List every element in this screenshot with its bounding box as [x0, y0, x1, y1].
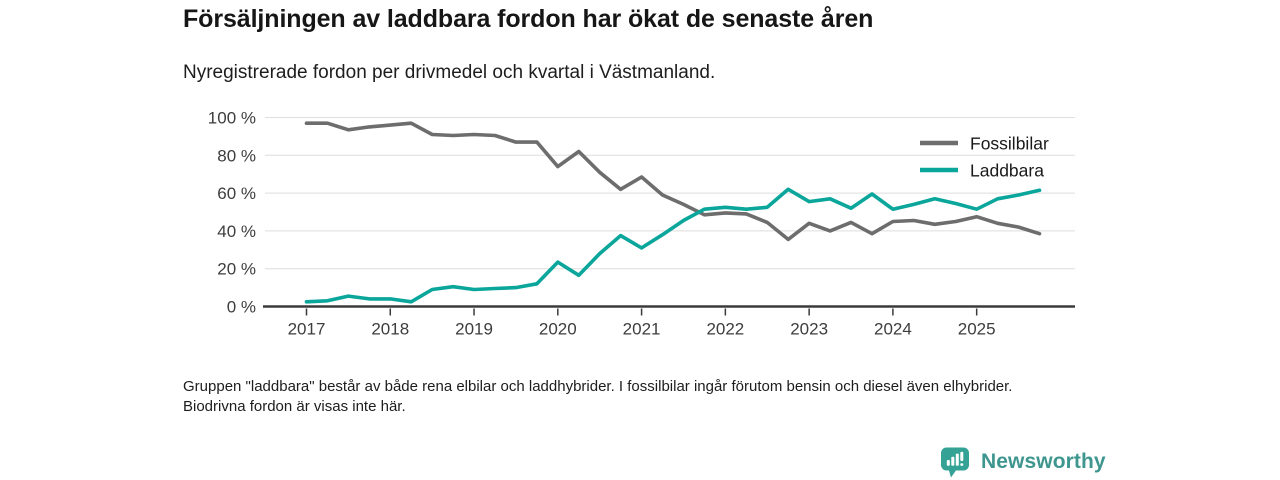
newsworthy-wordmark: Newsworthy [981, 450, 1106, 473]
x-axis-label: 2019 [455, 320, 493, 339]
x-axis-label: 2024 [874, 320, 912, 339]
x-axis-label: 2017 [288, 320, 326, 339]
legend-label-fossilbilar: Fossilbilar [970, 134, 1049, 154]
newsworthy-bar-chart-icon [941, 447, 969, 478]
y-axis-label: 40 % [217, 222, 256, 241]
x-axis-label: 2021 [623, 320, 661, 339]
y-axis-label: 80 % [217, 146, 256, 165]
x-axis-label: 2018 [371, 320, 409, 339]
x-axis-label: 2023 [790, 320, 828, 339]
x-axis-label: 2022 [706, 320, 744, 339]
y-axis-label: 20 % [217, 260, 256, 279]
chart-subtitle: Nyregistrerade fordon per drivmedel och … [183, 62, 716, 83]
y-axis-label: 100 % [208, 109, 256, 128]
series-line-fossilbilar [304, 121, 1042, 242]
legend-label-laddbara: Laddbara [970, 161, 1044, 181]
y-axis-label: 0 % [227, 298, 256, 317]
y-axis-label: 60 % [217, 184, 256, 203]
line-chart-svg: 0 % 20 % 40 % 60 % 80 % 100 % 2017 2018 2019 2020… [208, 109, 1075, 339]
footnote: Gruppen "laddbara" består av både rena e… [183, 378, 1013, 415]
series-line-laddbara [304, 187, 1042, 304]
newsworthy-logo: Newsworthy [939, 445, 1106, 479]
x-axis-label: 2025 [958, 320, 996, 339]
line-chart: 0 % 20 % 40 % 60 % 80 % 100 % 2017 2018 2019 2020… [180, 100, 1090, 348]
x-axis-label: 2020 [539, 320, 577, 339]
chart-title: Försäljningen av laddbara fordon har öka… [183, 5, 874, 33]
